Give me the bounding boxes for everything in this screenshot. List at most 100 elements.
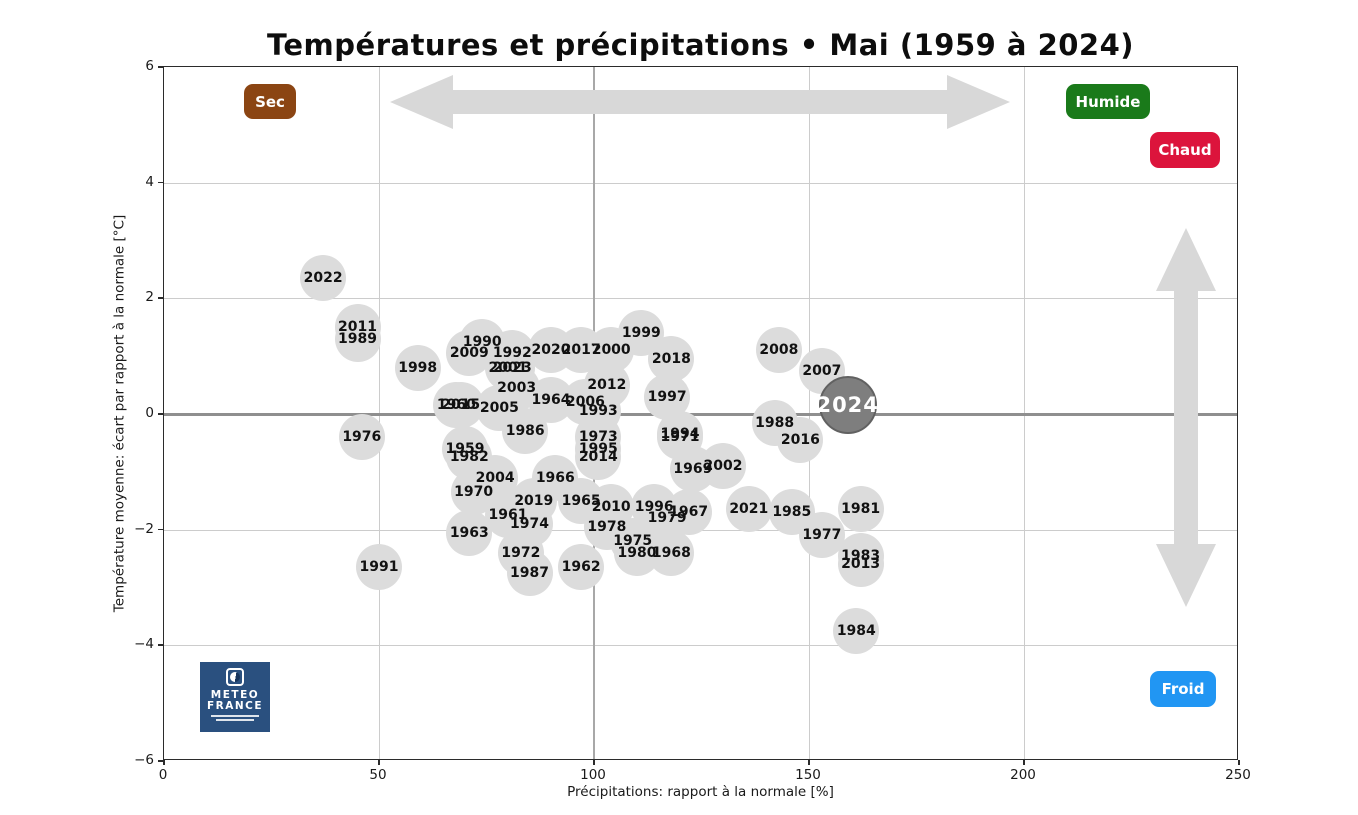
year-bubble-label-2015: 2015 [441, 397, 481, 414]
year-bubble-1963 [446, 509, 493, 556]
year-bubble-label-1968: 1968 [651, 544, 691, 561]
year-bubble-1981 [837, 486, 884, 533]
x-tickmark [1238, 760, 1240, 765]
year-bubble-2020 [528, 327, 574, 374]
year-bubble-label-1981: 1981 [841, 501, 881, 518]
y-tick-label: −4 [134, 636, 154, 653]
year-bubble-label-1960: 1960 [436, 397, 476, 414]
y-tick-label: 0 [145, 405, 154, 421]
y-tickmark [158, 644, 163, 646]
year-bubble-1996 [631, 483, 678, 530]
y-tickmark [158, 528, 163, 531]
year-bubble-label-1988: 1988 [755, 414, 795, 431]
gridline-y--4 [164, 645, 1237, 647]
year-bubble-2015 [437, 382, 484, 429]
year-bubble-2008 [755, 327, 802, 374]
year-bubble-label-1977: 1977 [802, 527, 842, 544]
year-bubble-label-2023: 2023 [492, 359, 532, 376]
badge-chaud: Chaud [1150, 132, 1220, 168]
logo-tagline-bar [211, 715, 259, 717]
vertical-double-arrow-icon [1156, 228, 1216, 607]
year-bubble-1980 [614, 529, 660, 576]
year-bubble-label-2019: 2019 [514, 492, 554, 509]
year-bubble-2002 [700, 443, 746, 490]
year-bubble-1984 [833, 607, 880, 654]
year-bubble-1998 [394, 344, 441, 391]
y-tick-label: 6 [145, 58, 154, 74]
x-tick-label: 200 [1010, 767, 1036, 783]
logo-line2: FRANCE [206, 700, 264, 712]
year-bubble-1976 [338, 414, 385, 461]
year-bubble-2004 [472, 454, 519, 501]
year-bubble-label-1970: 1970 [454, 484, 494, 501]
year-bubble-label-1994: 1994 [660, 426, 700, 443]
year-bubble-label-2003: 2003 [497, 379, 537, 396]
meteo-france-logo: METEO FRANCE [200, 662, 270, 732]
year-bubble-1987 [506, 550, 553, 597]
year-bubble-label-1993: 1993 [578, 403, 618, 420]
y-tickmark [158, 66, 163, 68]
year-bubble-label-1959: 1959 [445, 440, 485, 457]
year-bubble-label-1997: 1997 [647, 388, 687, 405]
plot-area: 1959 1960 1961 1962 1963 1964 1965 1966 1967 1968… [163, 66, 1238, 760]
year-bubble-1985 [768, 489, 815, 536]
year-bubble-label-1974: 1974 [510, 515, 549, 532]
year-bubble-2014 [575, 434, 622, 481]
year-bubble-2022 [300, 255, 347, 302]
year-bubble-label-1984: 1984 [836, 622, 876, 639]
year-bubble-label-1991: 1991 [359, 559, 399, 576]
year-bubble-label-1989: 1989 [338, 330, 377, 347]
y-tickmark [158, 760, 163, 762]
year-bubble-2024 [818, 376, 877, 435]
year-bubble-label-2017: 2017 [561, 342, 601, 359]
year-bubble-label-1998: 1998 [398, 359, 438, 376]
year-bubble-2005 [476, 385, 523, 432]
y-tick-label: −6 [134, 752, 154, 768]
y-tick-label: 2 [145, 289, 154, 306]
year-bubble-label-2012: 2012 [587, 377, 627, 394]
year-bubble-label-2013: 2013 [841, 556, 881, 573]
year-bubble-label-1971: 1971 [660, 429, 700, 446]
x-tick-label: 250 [1225, 767, 1251, 783]
year-bubble-label-2004: 2004 [475, 469, 515, 486]
year-bubble-label-1983: 1983 [841, 547, 881, 564]
year-bubble-2013 [837, 541, 884, 588]
year-bubble-label-1973: 1973 [578, 429, 618, 446]
year-bubble-label-2024: 2024 [816, 393, 879, 418]
year-bubble-label-1969: 1969 [673, 460, 713, 477]
year-bubble-label-2016: 2016 [780, 432, 820, 449]
chart-title: Températures et précipitations • Mai (19… [266, 28, 1135, 62]
y-tickmark [158, 297, 163, 299]
x-tickmark [1023, 760, 1025, 765]
year-bubble-2010 [588, 483, 635, 530]
year-bubble-label-1995: 1995 [578, 440, 618, 457]
badge-humide: Humide [1066, 84, 1150, 119]
year-bubble-label-2018: 2018 [651, 351, 691, 368]
year-bubble-label-1965: 1965 [561, 492, 601, 509]
year-bubble-label-1996: 1996 [634, 498, 674, 515]
year-bubble-label-1963: 1963 [449, 524, 489, 541]
year-bubble-2016 [777, 417, 824, 464]
year-bubble-label-2022: 2022 [303, 270, 343, 287]
year-bubble-label-2007: 2007 [802, 362, 842, 379]
x-tickmark [808, 760, 810, 765]
year-bubble-label-2001: 2001 [488, 359, 528, 376]
year-bubble-label-1962: 1962 [561, 559, 601, 576]
logo-line1: METEO [210, 689, 260, 701]
year-bubble-label-1961: 1961 [488, 507, 528, 524]
year-bubble-label-2011: 2011 [338, 319, 377, 336]
year-bubble-label-1990: 1990 [462, 333, 502, 350]
year-bubble-label-2006: 2006 [565, 394, 605, 411]
year-bubble-2023 [489, 344, 536, 391]
year-bubble-2018 [648, 336, 695, 383]
year-bubble-2009 [446, 330, 493, 377]
year-bubble-label-1992: 1992 [492, 345, 532, 362]
reference-line-y0 [164, 412, 1237, 416]
year-bubble-1962 [558, 544, 605, 591]
x-tick-label: 100 [580, 767, 606, 783]
horizontal-double-arrow-icon [390, 75, 1010, 129]
year-bubble-2019 [510, 477, 557, 524]
year-bubble-label-1999: 1999 [621, 325, 661, 342]
year-bubble-2021 [725, 486, 772, 533]
